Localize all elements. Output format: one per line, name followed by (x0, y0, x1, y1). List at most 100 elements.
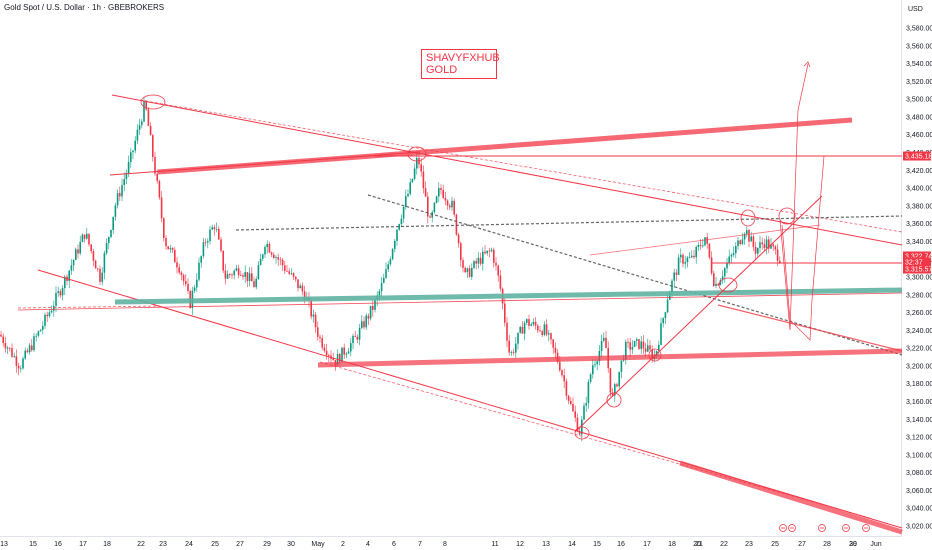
candle-body (554, 347, 557, 353)
candle-body (88, 233, 90, 245)
candle-body (682, 254, 684, 264)
candle-body (429, 216, 431, 218)
y-tick-label: 3,420.00 (906, 168, 932, 175)
candle-body (748, 230, 750, 242)
candle-body (400, 218, 403, 225)
y-tick-label: 3,380.00 (906, 203, 932, 210)
candle-body (660, 323, 662, 345)
candle-body (145, 101, 147, 110)
price-tag-bg (903, 264, 931, 274)
candle-body (361, 321, 363, 328)
candle-body (506, 322, 508, 341)
candle-body (13, 356, 15, 357)
candle-body (387, 264, 389, 270)
x-tick-label: 4 (366, 541, 370, 548)
price-tag: 3,315.57 (903, 264, 932, 274)
trendline-minor (109, 151, 421, 176)
candle-body (477, 257, 480, 264)
candle-body (719, 280, 722, 286)
candle-body (488, 250, 491, 252)
candle-body (97, 268, 99, 270)
candle-body (504, 303, 506, 323)
x-ticks: 13 15 16 17 18 22 23 24 25 27 29 30 May 2 4 6 7 8 11 12 13 14… (0, 541, 882, 548)
candle-body (644, 348, 647, 352)
candle-body (369, 305, 372, 319)
candle-body (409, 182, 411, 194)
y-tick-label: 3,020.00 (906, 524, 932, 531)
candle-body (627, 341, 629, 343)
candle-body (352, 335, 354, 344)
candle-body (35, 335, 37, 337)
x-tick-label: 15 (593, 541, 601, 548)
candle-body (691, 255, 693, 258)
candle-body (411, 178, 414, 183)
grey-dashed-line (235, 215, 903, 231)
grey-dashed-line-diagonal (367, 194, 903, 356)
candle-body (152, 135, 154, 157)
candle-body (728, 256, 730, 264)
candle-body (81, 234, 84, 242)
candle-body (75, 249, 77, 260)
candle-body (332, 358, 334, 361)
candle-body (209, 229, 211, 242)
candle-body (119, 193, 121, 197)
y-tick-label: 3,340.00 (906, 239, 932, 246)
candle-body (611, 392, 614, 396)
candle-body (134, 140, 136, 151)
candle-body (697, 244, 700, 247)
candle-body (317, 327, 319, 337)
candle-body (594, 364, 596, 366)
x-tick-label: 22 (720, 541, 728, 548)
candle-body (750, 236, 752, 242)
candle-body (702, 245, 704, 247)
candle-body (774, 246, 777, 250)
highlight-ellipse (718, 277, 738, 293)
candle-body (55, 292, 57, 306)
y-tick-label: 3,140.00 (906, 417, 932, 424)
candle-body (466, 268, 469, 273)
x-tick-label: 14 (568, 541, 576, 548)
candle-body (473, 261, 475, 268)
candle-body (673, 272, 675, 281)
candle-body (534, 321, 537, 326)
candle-body (543, 324, 546, 336)
candle-body (2, 336, 4, 343)
candle-body (741, 239, 744, 245)
candle-body (471, 267, 473, 277)
candle-body (735, 246, 737, 254)
candle-body (37, 331, 40, 336)
candle-body (158, 180, 161, 198)
candle-body (427, 196, 429, 217)
candle-body (33, 336, 35, 351)
candle-body (198, 262, 200, 280)
y-tick-label: 3,220.00 (906, 346, 932, 353)
price-tag-label: 32:37 (905, 260, 923, 267)
candle-body (572, 404, 574, 412)
candle-body (279, 259, 282, 261)
candle-body (22, 358, 24, 369)
candle-body (70, 265, 73, 271)
candle-body (147, 109, 150, 126)
candle-body (391, 249, 394, 260)
candle-body (226, 274, 229, 279)
candle-body (779, 260, 781, 263)
candle-body (101, 272, 103, 282)
candle-body (633, 340, 636, 347)
candle-body (312, 314, 315, 317)
candle-body (664, 312, 667, 319)
y-tick-label: 3,300.00 (906, 275, 932, 282)
candle-body (420, 164, 422, 172)
teal-zone (114, 287, 903, 305)
candle-body (422, 171, 425, 189)
candle-body (636, 339, 638, 341)
candle-body (603, 337, 605, 341)
highlight-ellipse (606, 392, 622, 408)
candle-body (187, 283, 189, 292)
candle-body (314, 314, 317, 328)
candle-body (319, 336, 321, 339)
support-zone-lower (679, 460, 903, 535)
candle-body (72, 259, 75, 266)
candle-body (174, 249, 176, 263)
